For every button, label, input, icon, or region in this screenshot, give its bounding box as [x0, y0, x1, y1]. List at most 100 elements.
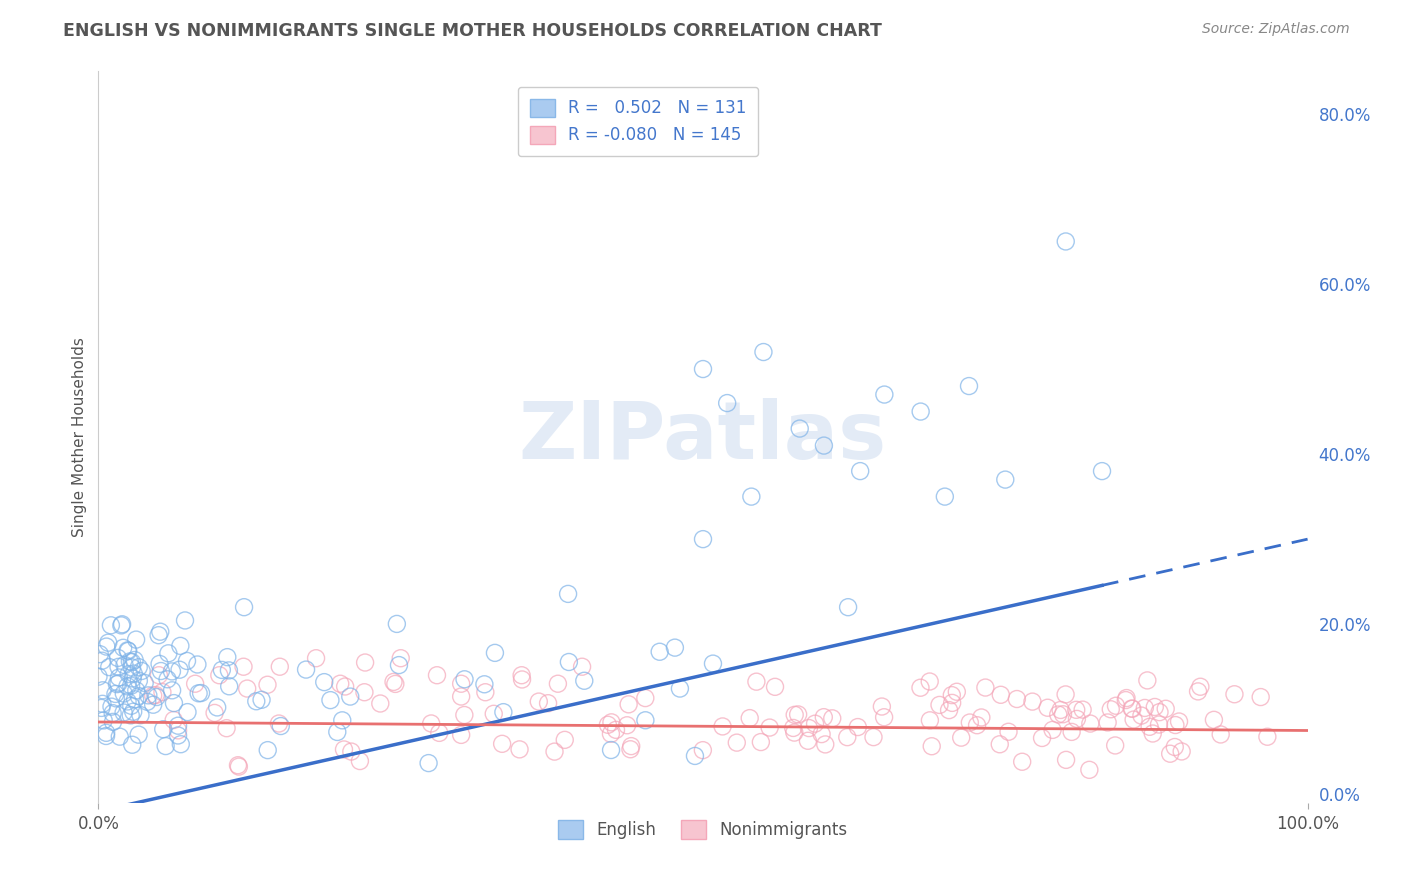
Point — [1122, 713, 1144, 727]
Point — [176, 654, 198, 668]
Point — [1054, 688, 1077, 702]
Point — [228, 759, 250, 773]
Point — [941, 696, 963, 710]
Point — [1115, 691, 1137, 706]
Point — [97, 636, 120, 650]
Point — [218, 679, 240, 693]
Point — [918, 714, 941, 728]
Point — [1071, 703, 1094, 717]
Point — [450, 690, 472, 704]
Point — [148, 657, 170, 671]
Point — [797, 733, 820, 747]
Point — [574, 673, 596, 688]
Point — [634, 691, 657, 706]
Point — [491, 737, 513, 751]
Point — [1052, 707, 1074, 722]
Point — [169, 663, 191, 677]
Point — [256, 743, 278, 757]
Point — [142, 698, 165, 712]
Point — [382, 674, 405, 689]
Point — [783, 707, 806, 722]
Y-axis label: Single Mother Households: Single Mother Households — [72, 337, 87, 537]
Text: Source: ZipAtlas.com: Source: ZipAtlas.com — [1202, 22, 1350, 37]
Point — [988, 737, 1011, 751]
Point — [93, 714, 115, 728]
Point — [384, 677, 406, 691]
Point — [215, 721, 238, 735]
Point — [749, 735, 772, 749]
Point — [128, 728, 150, 742]
Point — [152, 722, 174, 736]
Point — [957, 379, 980, 393]
Point — [269, 659, 291, 673]
Point — [186, 657, 208, 672]
Legend: English, Nonimmigrants: English, Nonimmigrants — [551, 814, 855, 846]
Point — [1136, 673, 1159, 688]
Point — [250, 693, 273, 707]
Point — [385, 616, 408, 631]
Point — [1154, 702, 1177, 716]
Point — [782, 721, 804, 735]
Point — [510, 668, 533, 682]
Point — [1250, 690, 1272, 704]
Point — [368, 697, 391, 711]
Point — [117, 643, 139, 657]
Point — [600, 743, 623, 757]
Point — [107, 651, 129, 665]
Point — [205, 700, 228, 714]
Point — [669, 681, 692, 696]
Point — [389, 651, 412, 665]
Point — [91, 654, 114, 668]
Point — [134, 676, 156, 690]
Point — [1121, 701, 1143, 715]
Point — [692, 532, 714, 546]
Point — [226, 758, 249, 772]
Point — [112, 706, 135, 720]
Point — [453, 708, 475, 723]
Point — [1011, 755, 1033, 769]
Point — [1121, 702, 1143, 716]
Point — [990, 688, 1012, 702]
Point — [1105, 698, 1128, 713]
Point — [333, 680, 356, 694]
Point — [1147, 717, 1170, 731]
Point — [148, 668, 170, 682]
Point — [96, 640, 118, 654]
Point — [121, 660, 143, 674]
Point — [758, 721, 780, 735]
Point — [156, 673, 179, 687]
Point — [664, 640, 686, 655]
Point — [450, 677, 472, 691]
Point — [692, 362, 714, 376]
Point — [118, 667, 141, 681]
Point — [427, 726, 450, 740]
Point — [152, 685, 174, 699]
Point — [928, 698, 950, 712]
Point — [101, 706, 124, 720]
Point — [1223, 687, 1246, 701]
Point — [418, 756, 440, 770]
Point — [90, 701, 112, 715]
Point — [122, 666, 145, 681]
Point — [813, 710, 835, 724]
Point — [117, 644, 139, 658]
Point — [537, 696, 560, 710]
Point — [789, 421, 811, 435]
Point — [484, 646, 506, 660]
Point — [1115, 693, 1137, 707]
Point — [763, 680, 786, 694]
Point — [121, 738, 143, 752]
Point — [453, 673, 475, 687]
Point — [692, 743, 714, 757]
Point — [1133, 701, 1156, 715]
Point — [804, 716, 827, 731]
Point — [145, 690, 167, 704]
Point — [1139, 720, 1161, 734]
Point — [91, 683, 114, 698]
Point — [605, 723, 627, 737]
Point — [509, 742, 531, 756]
Point — [105, 677, 128, 691]
Point — [558, 655, 581, 669]
Point — [1168, 714, 1191, 729]
Point — [596, 718, 619, 732]
